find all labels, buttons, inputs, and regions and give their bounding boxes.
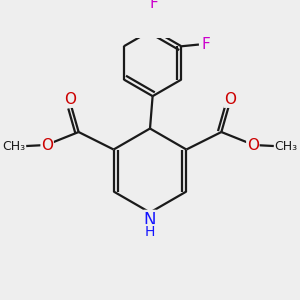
Text: CH₃: CH₃ <box>274 140 298 152</box>
Text: O: O <box>247 138 259 153</box>
Text: N: N <box>144 211 156 229</box>
Text: F: F <box>150 0 159 11</box>
Text: O: O <box>41 138 53 153</box>
Text: H: H <box>145 225 155 239</box>
Text: O: O <box>64 92 76 107</box>
Text: F: F <box>202 37 210 52</box>
Text: O: O <box>224 92 236 107</box>
Text: CH₃: CH₃ <box>2 140 26 152</box>
